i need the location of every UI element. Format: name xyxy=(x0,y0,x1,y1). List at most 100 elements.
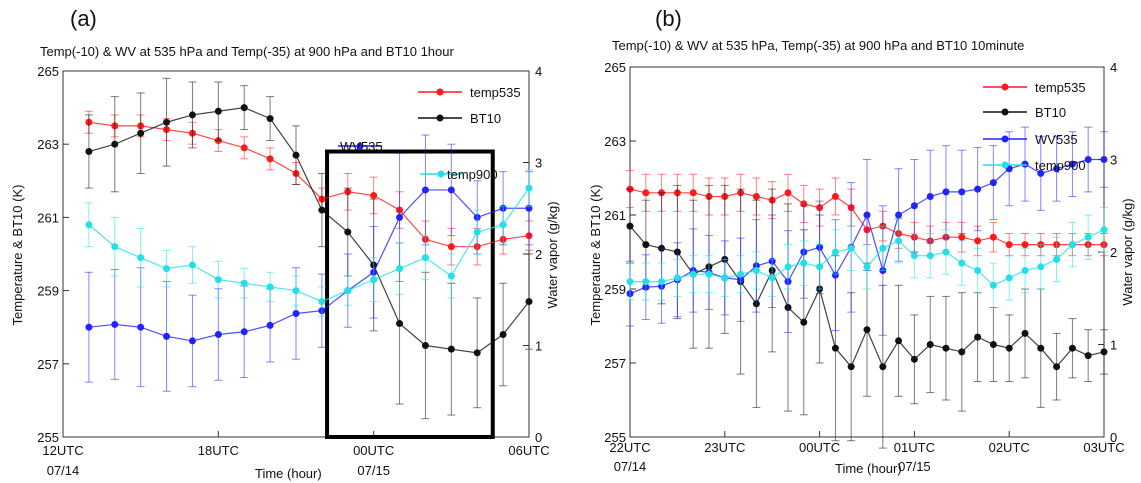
y-tick-label: 255 xyxy=(37,430,59,445)
chart-panel-b: (b) Temp(-10) & WV at 535 hPa, Temp(-35)… xyxy=(588,6,1135,476)
data-point xyxy=(1053,165,1061,173)
legend-label-wv535: WV535 xyxy=(1035,132,1078,147)
data-point xyxy=(705,270,713,278)
data-point xyxy=(1021,267,1029,274)
x-tick-label: 06UTC xyxy=(508,443,549,458)
data-point xyxy=(344,287,352,295)
data-point xyxy=(642,278,650,286)
data-point xyxy=(958,259,966,267)
y-tick-label: 265 xyxy=(604,60,626,75)
data-point xyxy=(137,129,145,137)
data-point xyxy=(1084,352,1092,360)
y-tick-label: 261 xyxy=(37,210,59,225)
y-tick-label: 257 xyxy=(604,356,626,371)
data-point xyxy=(370,191,378,199)
data-point xyxy=(974,267,982,274)
data-point xyxy=(266,321,274,329)
data-point xyxy=(292,287,300,295)
data-point xyxy=(974,333,982,341)
y-tick-label: 259 xyxy=(604,282,626,297)
series-line-temp900 xyxy=(88,187,530,303)
data-point xyxy=(1068,160,1076,168)
data-point xyxy=(344,228,352,236)
data-point xyxy=(188,111,196,119)
series-temp900 xyxy=(84,169,533,317)
data-point xyxy=(974,185,982,193)
data-point xyxy=(266,115,274,123)
y2-tick-label: 3 xyxy=(1110,153,1117,168)
data-point xyxy=(1021,329,1029,337)
y-tick-label: 265 xyxy=(37,64,59,79)
data-point xyxy=(1068,241,1076,249)
y-tick-label: 255 xyxy=(604,430,626,445)
data-point xyxy=(752,267,760,274)
data-point xyxy=(447,272,455,280)
data-point xyxy=(473,228,481,236)
data-point xyxy=(1068,344,1076,352)
legend-label-bt10: BT10 xyxy=(470,111,501,126)
series-line-wv535 xyxy=(88,189,529,342)
x-tick-sublabel: 07/14 xyxy=(614,459,647,474)
data-point xyxy=(816,263,824,271)
data-point xyxy=(1005,241,1013,249)
data-point xyxy=(473,349,481,357)
data-point xyxy=(737,270,745,278)
x-axis-label-a: Time (hour) xyxy=(255,466,322,481)
x-tick-sublabel: 07/15 xyxy=(898,459,931,474)
data-point xyxy=(658,244,666,252)
series-layer-a xyxy=(84,77,533,420)
data-point xyxy=(910,202,918,210)
chart-title-b: Temp(-10) & WV at 535 hPa, Temp(-35) at … xyxy=(612,38,1024,53)
y2-tick-label: 2 xyxy=(1110,245,1117,260)
legend-a: temp535 BT10 WV535 temp900 xyxy=(338,85,521,182)
data-point xyxy=(421,254,429,262)
data-point xyxy=(800,318,808,326)
legend-label-wv535: WV535 xyxy=(340,139,383,154)
data-point xyxy=(214,331,222,339)
data-point xyxy=(989,281,997,289)
data-point xyxy=(1037,344,1045,352)
y-tick-label: 263 xyxy=(604,134,626,149)
data-point xyxy=(85,323,93,331)
legend-marker-wv535 xyxy=(1001,135,1009,143)
data-point xyxy=(525,184,533,192)
series-temp535 xyxy=(84,110,533,266)
data-point xyxy=(421,342,429,349)
data-point xyxy=(926,252,934,260)
legend-marker-wv535 xyxy=(356,142,364,150)
panel-label-a: (a) xyxy=(70,6,97,31)
data-point xyxy=(163,265,171,273)
data-point xyxy=(910,252,918,260)
data-point xyxy=(137,254,145,262)
x-tick-label: 18UTC xyxy=(198,443,239,458)
highlight-box xyxy=(325,149,495,440)
data-point xyxy=(831,344,839,352)
data-point xyxy=(396,320,404,328)
data-point xyxy=(499,221,507,229)
data-point xyxy=(642,241,650,249)
data-point xyxy=(831,193,839,200)
y2-tick-label: 1 xyxy=(1110,338,1117,353)
data-point xyxy=(689,189,697,197)
data-point xyxy=(292,309,300,317)
data-point xyxy=(240,328,248,336)
data-point xyxy=(831,271,839,279)
x-tick-label: 22UTC xyxy=(609,440,650,455)
data-point xyxy=(989,179,997,187)
series-line-temp535 xyxy=(88,121,530,248)
data-point xyxy=(974,237,982,245)
data-point xyxy=(989,233,997,241)
x-tick-sublabel: 07/14 xyxy=(47,463,80,478)
y-axis-label-b: Temperature & BT10 (K) xyxy=(588,185,603,326)
data-point xyxy=(1037,263,1045,271)
data-point xyxy=(879,363,887,371)
data-point xyxy=(111,320,119,328)
data-point xyxy=(318,206,326,214)
x-axis-label-b: Time (hour) xyxy=(835,461,902,476)
data-point xyxy=(958,188,966,196)
data-point xyxy=(370,276,378,284)
data-point xyxy=(318,298,326,306)
data-point xyxy=(214,276,222,284)
data-point xyxy=(525,298,533,306)
legend-entry-bt10: BT10 xyxy=(418,111,501,126)
